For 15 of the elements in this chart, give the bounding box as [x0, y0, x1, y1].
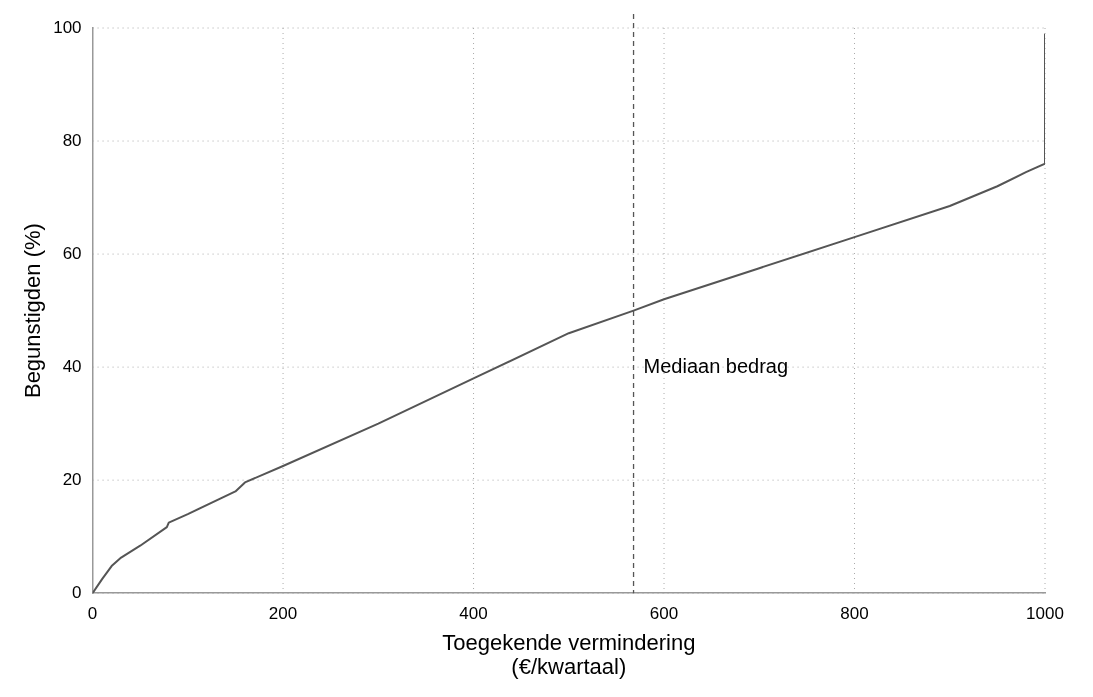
- ref-line-label: Mediaan bedrag: [643, 354, 789, 377]
- x-axis-title: Toegekende vermindering (€/kwartaal): [442, 629, 696, 679]
- x-tick-label: 200: [268, 604, 298, 624]
- x-tick-label: 1000: [1026, 604, 1064, 624]
- y-tick-label: 0: [72, 582, 82, 602]
- y-tick-label: 60: [62, 243, 82, 263]
- y-tick-label: 20: [62, 469, 82, 489]
- y-tick-label: 80: [62, 130, 82, 150]
- y-axis-title: Begunstigden (%): [20, 223, 46, 399]
- x-tick-label: 0: [87, 604, 98, 624]
- y-tick-label: 100: [53, 17, 82, 37]
- x-tick-label: 800: [840, 604, 869, 624]
- x-tick-label: 600: [649, 604, 679, 624]
- y-tick-label: 40: [62, 356, 82, 376]
- x-tick-label: 400: [459, 604, 488, 624]
